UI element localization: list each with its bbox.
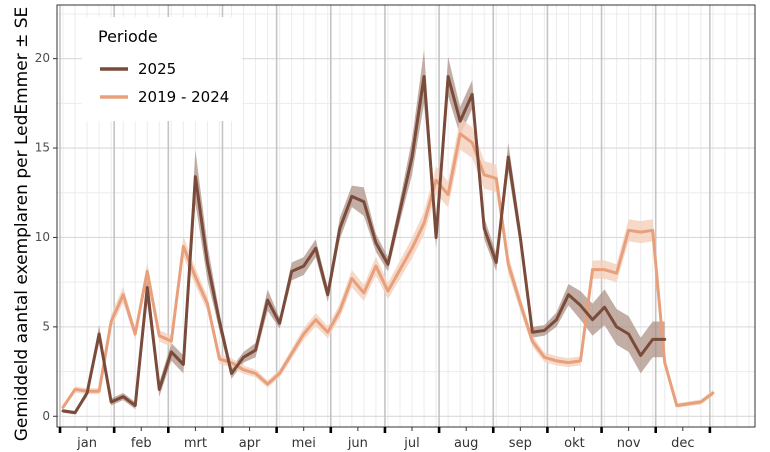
x-tick-label-jul: jul	[403, 436, 419, 451]
legend-label-2025: 2025	[138, 60, 176, 78]
y-tick-label: 10	[35, 230, 50, 244]
y-axis-label: Gemiddeld aantal exemplaren per LedEmmer…	[12, 7, 32, 442]
y-axis-ticks: 0 5 10 15 20	[35, 51, 57, 423]
legend: Periode 2025 2019 - 2024	[82, 17, 242, 121]
y-tick-label: 20	[35, 51, 50, 65]
legend-title: Periode	[98, 27, 158, 46]
series-line-2025	[61, 75, 667, 415]
x-tick-label-sep: sep	[509, 436, 532, 451]
x-axis-ticks: jan feb mrt apr mei jun jul aug sep okt nov dec	[58, 427, 712, 451]
panel-border	[56, 4, 756, 428]
x-tick-label-feb: feb	[131, 436, 152, 451]
x-tick-label-apr: apr	[239, 436, 261, 451]
x-tick-label-okt: okt	[564, 436, 585, 451]
x-tick-label-mrt: mrt	[184, 436, 207, 451]
y-tick-label: 15	[35, 141, 50, 155]
se-bands	[63, 49, 713, 415]
y-tick-label: 0	[42, 409, 50, 423]
x-tick-label-nov: nov	[617, 436, 641, 451]
series-lines	[61, 75, 715, 415]
series-line-2019-2024	[61, 132, 715, 409]
x-tick-label-dec: dec	[671, 436, 694, 451]
x-tick-label-aug: aug	[454, 436, 478, 451]
x-tick-label-mei: mei	[292, 436, 316, 451]
se-band-2019-2024	[63, 117, 713, 410]
x-tick-label-jun: jun	[347, 436, 368, 451]
legend-label-2019-2024: 2019 - 2024	[138, 88, 229, 106]
y-tick-label: 5	[42, 319, 50, 333]
x-tick-label-jan: jan	[76, 436, 97, 451]
